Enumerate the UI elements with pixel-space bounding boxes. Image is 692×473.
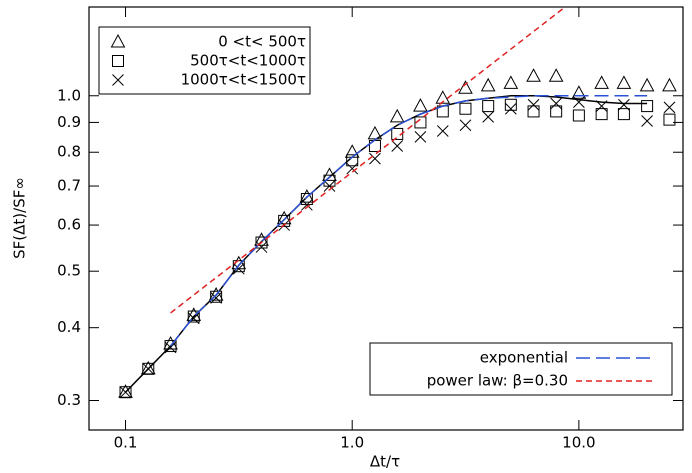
data-point [480,77,496,92]
data-point [459,102,472,115]
data-point [413,98,428,112]
y-tick-label: 0.7 [57,177,81,195]
data-point [369,152,381,165]
data-point [391,140,404,152]
data-point [164,340,177,353]
legend-label: power law: β=0.30 [427,372,568,390]
x-tick-label: 1.0 [340,434,364,452]
data-point [548,68,564,82]
data-point [504,98,517,111]
data-point [459,119,472,132]
data-point [232,262,245,275]
data-point [142,362,155,375]
plot-frame [88,6,684,431]
x-tick-label: 10.0 [562,434,595,452]
legend-marker [112,74,124,86]
legend-label: 500τ<t<1000τ [190,52,306,70]
data-point [299,189,315,203]
data-point [641,115,653,127]
y-tick-label: 0.6 [57,216,81,234]
legend-label: exponential [480,349,568,367]
data-point [639,77,655,92]
data-point [571,85,587,99]
data-point [482,100,495,113]
y-tick-label: 0.4 [57,318,81,336]
data-point [641,100,654,113]
data-point [255,236,268,249]
legend-box [369,342,673,396]
data-point [367,125,383,140]
data-point [458,80,473,94]
y-tick-label: 0.8 [57,143,81,161]
legend-label: 1000τ<t<1500τ [181,71,306,89]
data-point [140,360,156,375]
data-point [572,109,585,122]
legend-marker [110,33,126,48]
data-point [276,210,292,225]
x-axis-title: Δt/τ [370,453,400,471]
y-axis-title: SF(Δt)/SF∞ [11,177,29,259]
data-point [504,102,517,115]
data-point [503,75,519,89]
data-point [210,290,223,303]
data-point [300,193,313,206]
data-point [482,111,495,123]
data-point [663,101,676,114]
data-point [323,180,336,192]
legend-box [98,26,311,95]
y-tick-label: 0.9 [57,113,81,131]
data-point [344,144,360,158]
data-point [663,113,676,126]
x-tick-label: 0.1 [114,434,138,452]
data-point [662,77,677,92]
y-tick-label: 0.5 [57,262,81,280]
data-point [346,162,359,175]
y-tick-label: 1.0 [57,86,81,104]
curve [170,6,566,314]
data-point [595,108,608,121]
data-point [526,68,541,82]
data-point [187,310,200,323]
data-point [119,386,132,399]
data-point [346,154,359,167]
data-point [322,167,337,181]
data-point [616,75,632,89]
data-point [435,90,451,104]
data-point [414,131,427,143]
data-point [391,127,404,140]
data-point [550,97,563,110]
data-point [210,292,222,304]
curve [169,95,648,347]
data-point [550,105,563,118]
data-point [164,341,177,354]
data-point [527,105,540,118]
legend-marker [112,55,124,67]
data-point [617,108,630,121]
legend-label: 0 <t< 500τ [218,33,306,51]
data-point [414,116,427,129]
data-point [618,98,630,111]
data-point [389,108,405,123]
data-point [594,75,609,89]
data-point [255,241,268,253]
data-point [436,125,449,137]
y-tick-label: 0.3 [57,391,81,409]
data-point [527,98,540,111]
